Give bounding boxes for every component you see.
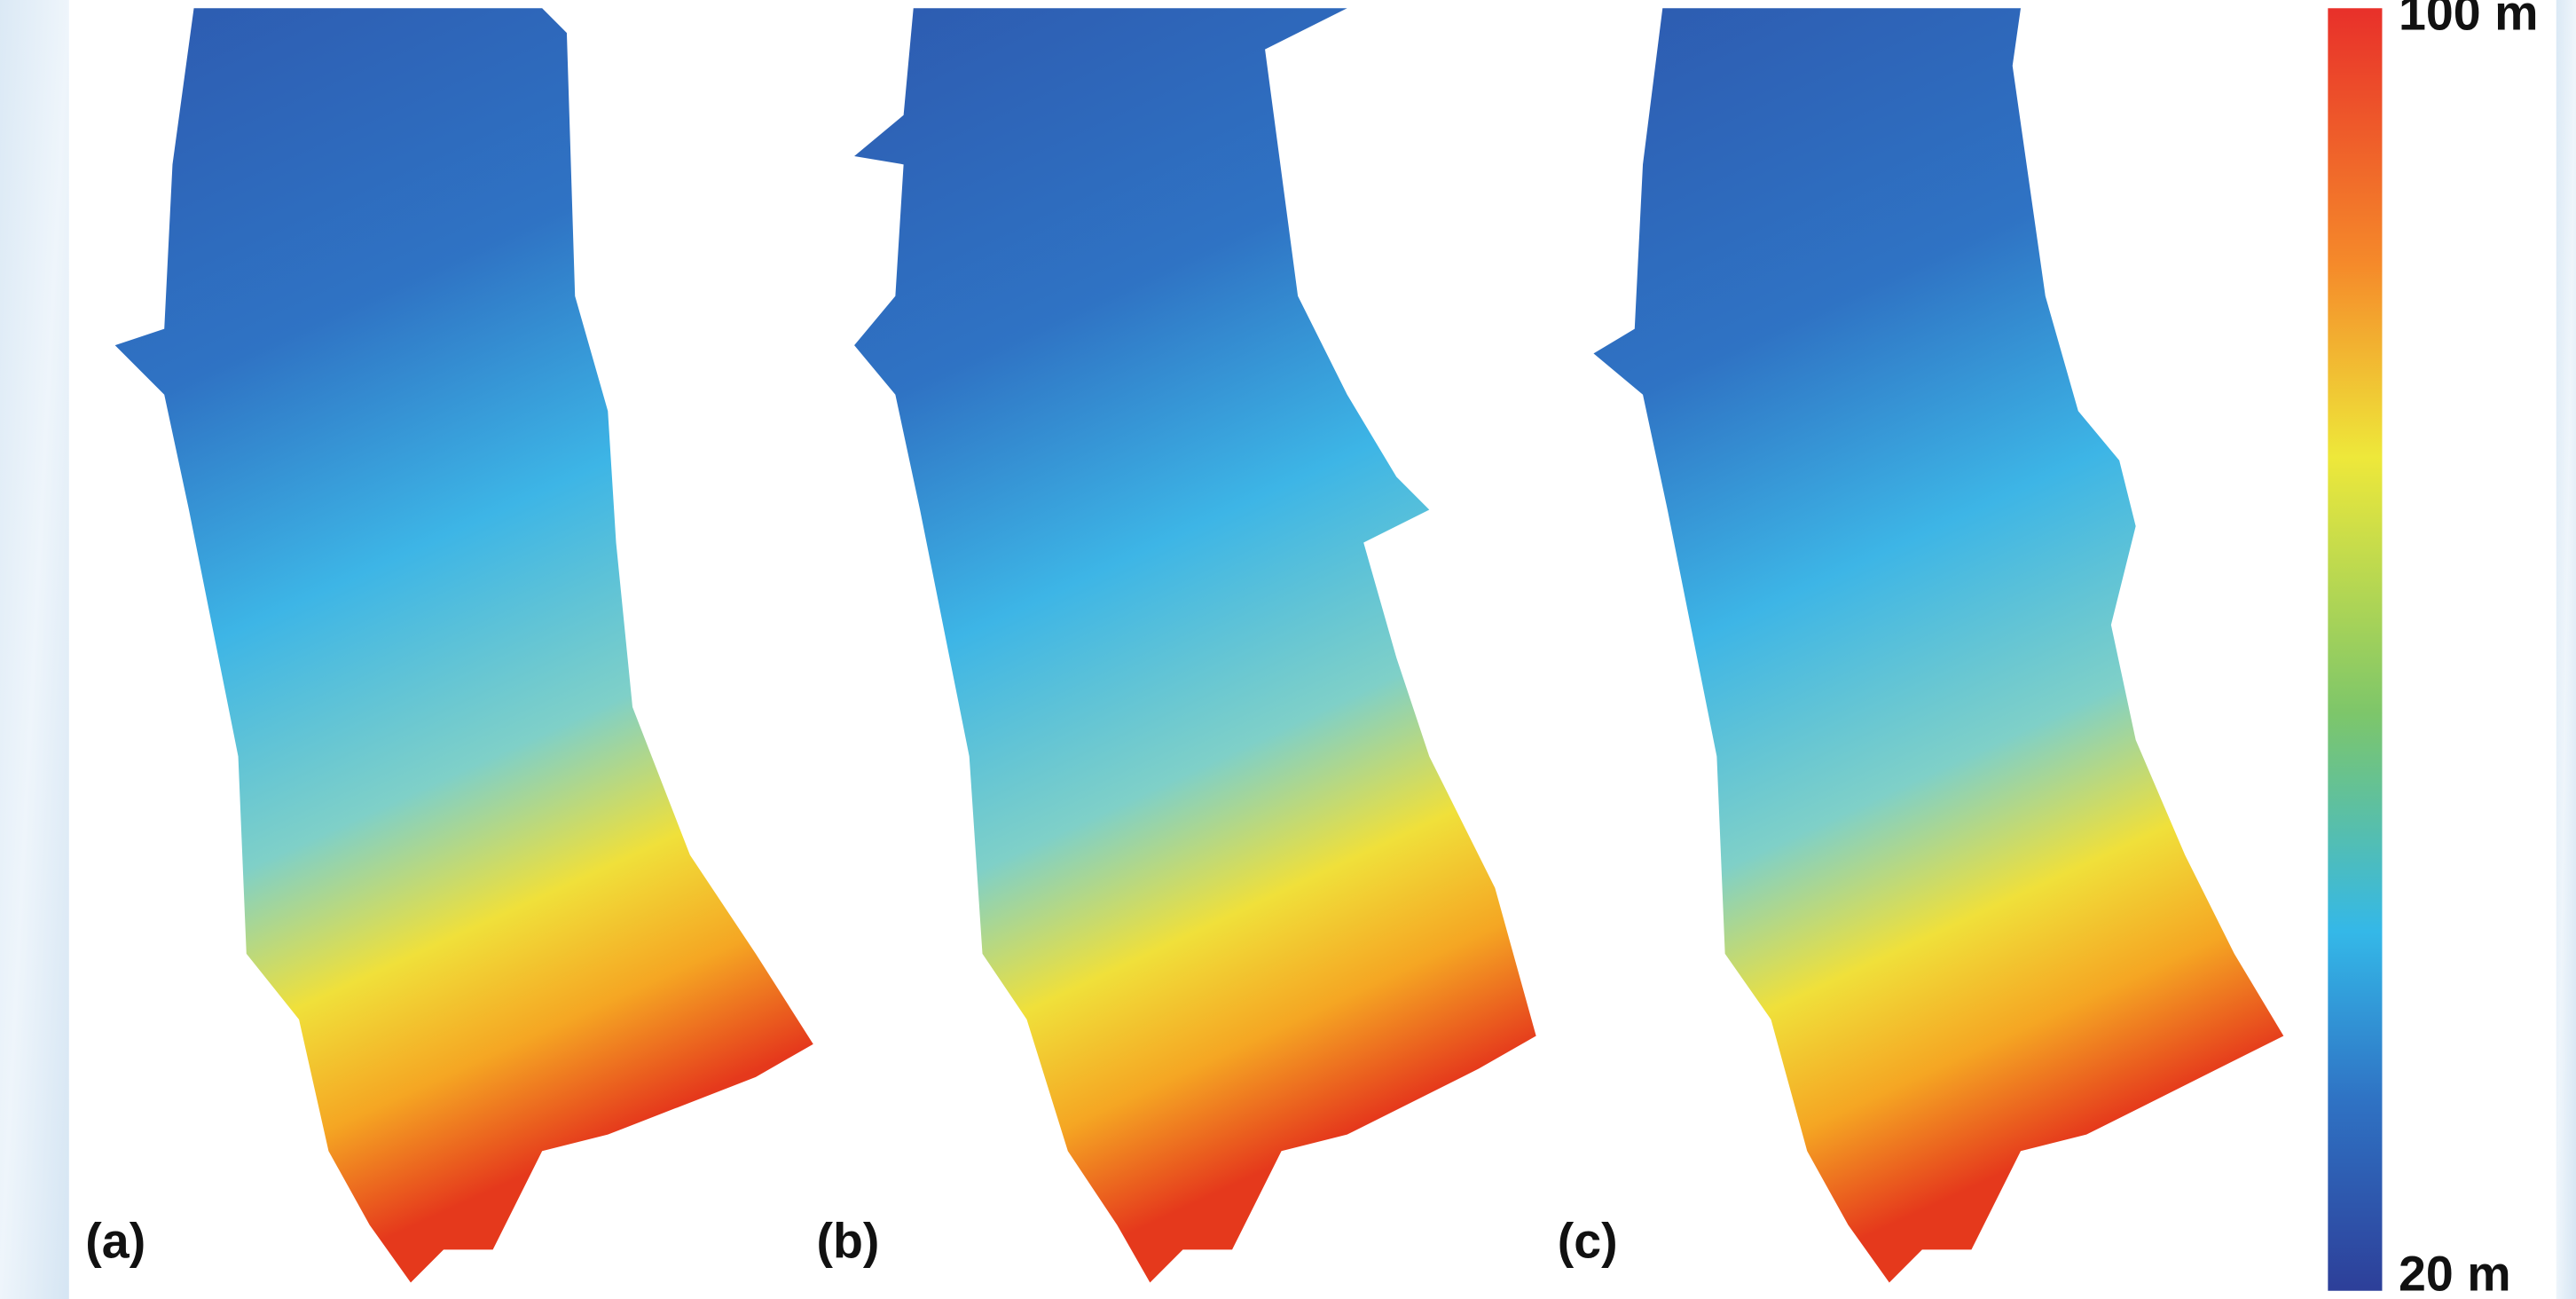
panel-a: (a) bbox=[85, 8, 813, 1283]
bathymetry-map bbox=[854, 8, 1536, 1283]
panel-c: (c) bbox=[1558, 8, 2284, 1283]
panel-label: (b) bbox=[816, 1214, 879, 1269]
colorbar-max-label: 100 m bbox=[2399, 0, 2538, 40]
panel-b: (b) bbox=[816, 8, 1536, 1283]
bathymetry-map bbox=[114, 8, 813, 1283]
panel-label: (a) bbox=[85, 1214, 145, 1269]
bathymetry-map bbox=[1593, 8, 2284, 1283]
colorbar: 100 m 20 m bbox=[2328, 0, 2538, 1299]
colorbar-min-label: 20 m bbox=[2399, 1247, 2511, 1299]
frame-right bbox=[2556, 0, 2576, 1299]
colorbar-scale bbox=[2328, 8, 2383, 1291]
frame-left bbox=[0, 0, 69, 1299]
panel-label: (c) bbox=[1558, 1214, 1618, 1269]
